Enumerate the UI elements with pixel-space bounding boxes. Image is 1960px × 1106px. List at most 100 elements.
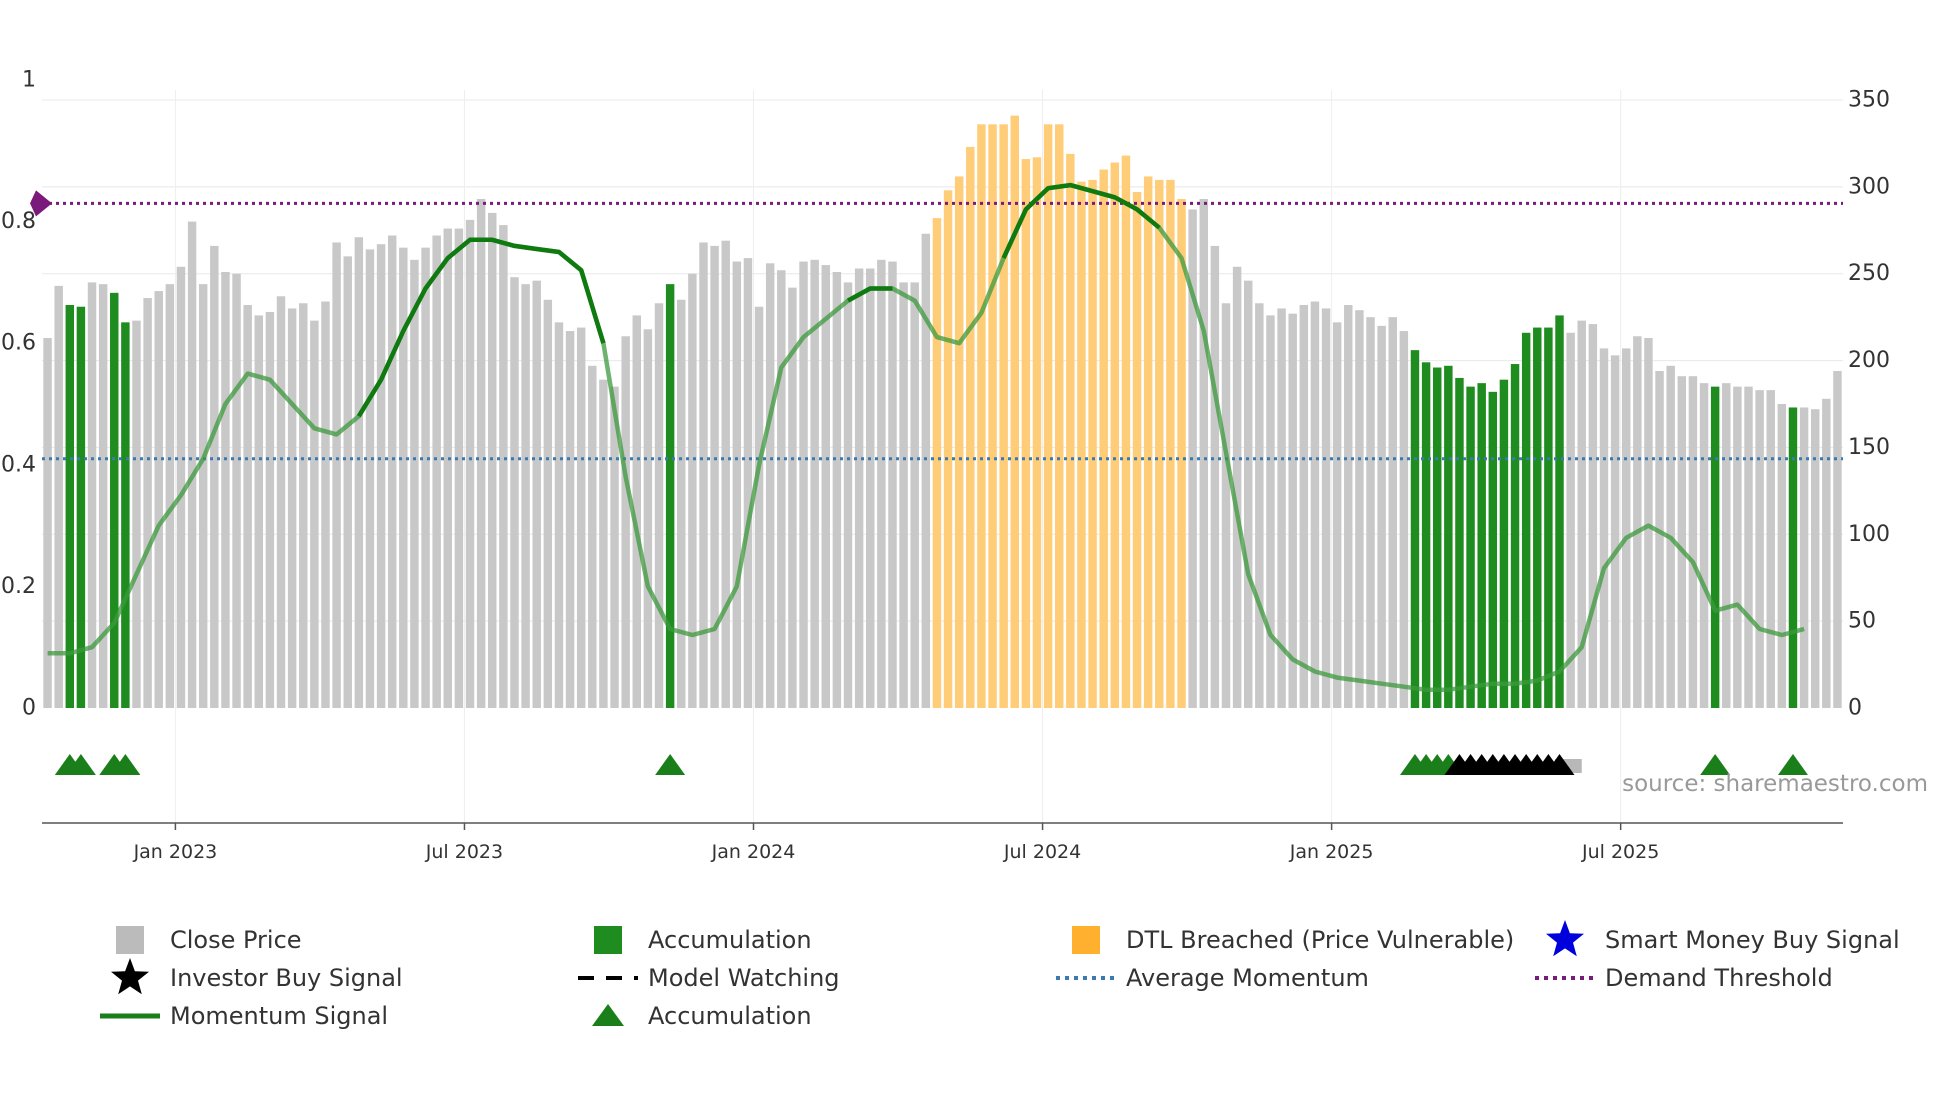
close-price-bar [1266, 315, 1275, 708]
close-price-bar [866, 268, 875, 708]
close-price-bar [176, 266, 186, 708]
legend-label: Demand Threshold [1605, 964, 1833, 992]
close-price-bar [465, 219, 475, 708]
close-price-bar [1688, 376, 1698, 708]
close-price-bar [476, 199, 486, 708]
close-price-bar [1799, 407, 1809, 708]
x-axis: Jan 2023 Jul 2023 Jan 2024 Jul 2024 Jan 2025… [133, 823, 1659, 863]
right-axis-tick-label: 100 [1848, 522, 1890, 547]
close-price-bar [321, 301, 330, 708]
x-axis-tick-label: Jul 2024 [1003, 841, 1081, 863]
signal-strip [54, 754, 1808, 775]
close-price-bar [1366, 317, 1375, 708]
dtl-breached-bar [988, 124, 997, 708]
close-price-bar [1299, 304, 1309, 708]
x-axis-tick-label: Jul 2023 [425, 841, 503, 863]
close-price-bar [732, 261, 742, 708]
right-axis-tick-label: 300 [1848, 174, 1890, 199]
close-price-bar [210, 245, 219, 709]
legend-star-icon [1546, 920, 1584, 957]
dtl-breached-bar [1121, 155, 1131, 709]
legend-label: Accumulation [648, 1002, 812, 1030]
close-price-bar [343, 256, 352, 708]
accumulation-bar [1488, 391, 1498, 708]
close-price-bar [1221, 303, 1231, 708]
close-price-bar [365, 249, 375, 708]
close-price-bar [699, 242, 708, 708]
dtl-breached-bar [1110, 162, 1120, 709]
close-price-bar [87, 282, 97, 708]
left-axis-tick-label: 0.2 [1, 574, 36, 599]
close-price-bar [198, 284, 208, 708]
left-axis-tick-label: 0.6 [1, 331, 36, 356]
close-price-bar [254, 315, 264, 708]
close-price-bar [143, 298, 152, 708]
dtl-breached-bar [1066, 153, 1075, 708]
close-price-bar [1677, 376, 1687, 708]
legend-label: Model Watching [648, 964, 840, 992]
close-price-bar [688, 273, 697, 708]
dtl-breached-bar [1166, 179, 1175, 708]
close-price-bar [721, 240, 730, 709]
close-price-bar [788, 287, 797, 708]
legend-label: Accumulation [648, 926, 812, 954]
legend-item: Close Price [116, 926, 302, 954]
momentum-signal-strong-segment [846, 286, 893, 303]
accumulation-bar [1533, 327, 1542, 708]
close-price-bar [821, 265, 830, 708]
close-price-bar [843, 282, 853, 708]
close-price-bar [1232, 266, 1242, 708]
dtl-breached-bar [999, 124, 1008, 708]
dtl-breached-bar [1021, 159, 1031, 708]
legend: Close Price Accumulation DTL Breached (Pri… [100, 920, 1900, 1030]
accumulation-bar [1477, 383, 1486, 708]
dtl-breached-bar [1088, 179, 1097, 708]
accumulation-bar [1788, 407, 1798, 708]
close-price-bar [1633, 336, 1642, 708]
source-text: source: sharemaestro.com [1622, 771, 1928, 797]
dtl-breached-bar [1032, 157, 1042, 709]
close-price-bar [1810, 409, 1820, 708]
close-price-bar [777, 270, 786, 708]
close-price-bar [754, 306, 764, 708]
accumulation-triangle [655, 754, 686, 775]
close-price-bar [165, 284, 175, 708]
right-axis-tick-label: 150 [1848, 435, 1890, 460]
legend-swatch [1072, 926, 1100, 954]
accumulation-bar [1510, 364, 1520, 708]
investor-buy-signal-marker [1544, 754, 1575, 775]
accumulation-bar [1521, 332, 1531, 708]
close-price-bar [54, 285, 63, 708]
accumulation-bar [1455, 377, 1464, 708]
right-axis-tick-label: 50 [1848, 609, 1876, 634]
close-price-bar [265, 311, 275, 708]
legend-item: Model Watching [578, 964, 840, 992]
close-price-bar [1566, 332, 1575, 708]
close-price-bar [1399, 331, 1409, 708]
close-price-bar [888, 261, 897, 708]
accumulation-bar [76, 306, 86, 708]
x-axis-tick-label: Jul 2025 [1581, 841, 1659, 863]
close-price-bar [276, 296, 286, 708]
dtl-breached-bar [966, 146, 975, 709]
left-axis-tick-label: 0.4 [1, 452, 36, 477]
legend-label: Smart Money Buy Signal [1605, 926, 1900, 954]
close-price-bar [710, 245, 719, 709]
close-price-bar [154, 291, 163, 708]
accumulation-bar [65, 304, 75, 708]
close-price-bar [488, 212, 497, 708]
accumulation-triangle [65, 754, 96, 775]
dtl-breached-bar [1043, 124, 1053, 708]
dtl-breached-bar [1132, 192, 1142, 708]
legend-label: Average Momentum [1126, 964, 1369, 992]
x-axis-tick-label: Jan 2024 [711, 841, 796, 863]
accumulation-triangle [1777, 754, 1808, 775]
close-price-bar [877, 259, 886, 708]
close-price-bar [1277, 308, 1286, 708]
legend-label: Investor Buy Signal [170, 964, 403, 992]
close-price-bar [1621, 348, 1631, 708]
close-price-bar [1733, 386, 1742, 708]
close-price-bar [1577, 320, 1586, 708]
close-price-bar [765, 263, 775, 708]
